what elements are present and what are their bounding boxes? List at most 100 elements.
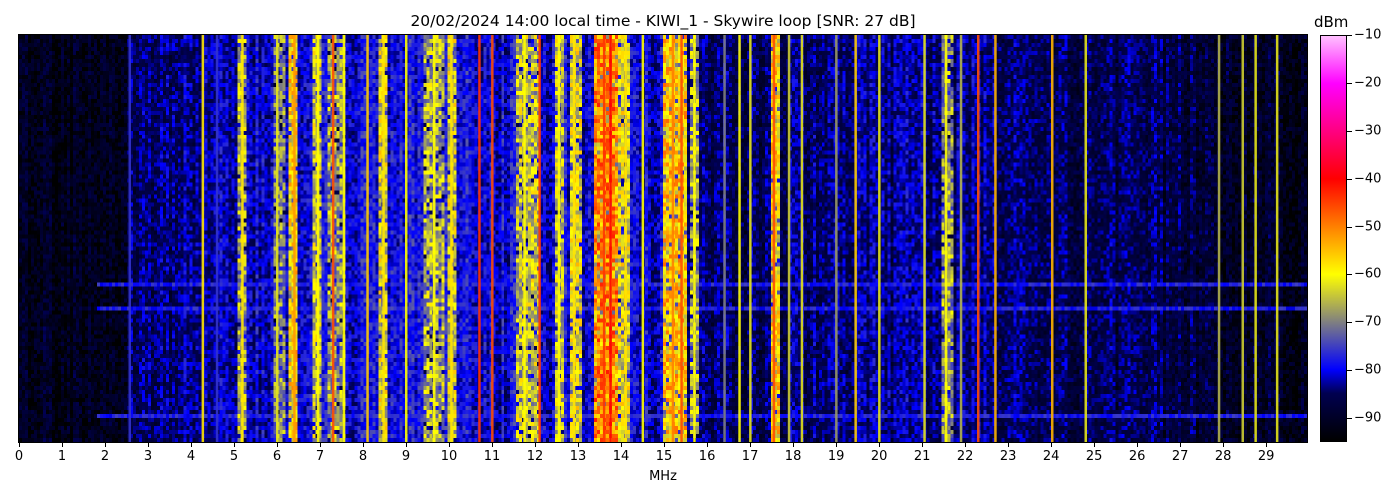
x-tick (1051, 442, 1053, 447)
x-tick (1008, 442, 1010, 447)
x-tick (836, 442, 838, 447)
carrier-line (854, 35, 857, 442)
x-tick (707, 442, 709, 447)
x-tick (492, 442, 494, 447)
colorbar-tick (1347, 82, 1352, 84)
x-tick-label: 12 (526, 449, 544, 464)
colorbar-tick-label: −50 (1354, 219, 1382, 235)
x-tick (1137, 442, 1139, 447)
colorbar-tick (1347, 226, 1352, 228)
carrier-line (293, 35, 296, 442)
colorbar-tick (1347, 370, 1352, 372)
x-tick-label: 21 (913, 449, 931, 464)
carrier-line (538, 35, 541, 442)
colorbar-tick (1347, 35, 1352, 36)
carrier-line (405, 35, 408, 442)
carrier-line (723, 35, 726, 442)
x-tick (664, 442, 666, 447)
carrier-line (787, 35, 791, 442)
x-tick (879, 442, 881, 447)
x-tick-label: 28 (1214, 449, 1232, 464)
x-tick (750, 442, 752, 447)
colorbar-tick (1347, 274, 1352, 276)
x-tick-label: 10 (440, 449, 458, 464)
x-tick-label: 4 (186, 449, 196, 464)
colorbar-tick (1347, 130, 1352, 132)
carrier-line (201, 35, 205, 442)
carrier-line (276, 35, 279, 442)
carrier-line (241, 35, 244, 442)
carrier-line (1275, 35, 1279, 442)
carrier-line (1217, 35, 1221, 442)
carrier-line (331, 35, 335, 442)
carrier-layer (128, 35, 1279, 442)
carrier-line (749, 35, 752, 442)
x-tick-label: 16 (698, 449, 716, 464)
x-tick-label: 6 (272, 449, 282, 464)
carrier-line (342, 35, 346, 442)
x-tick (191, 442, 193, 447)
x-tick (105, 442, 106, 447)
x-tick (1266, 442, 1268, 447)
carrier-line (478, 35, 481, 442)
x-tick-label: 25 (1085, 449, 1103, 464)
x-tick (793, 442, 795, 447)
x-tick-label: 3 (143, 449, 153, 464)
carrier-line (1254, 35, 1257, 442)
x-tick-label: 19 (827, 449, 845, 464)
x-tick (1094, 442, 1096, 447)
carrier-line (738, 35, 741, 442)
colorbar-tick (1347, 418, 1352, 420)
carrier-line (316, 35, 320, 442)
x-tick (148, 442, 149, 447)
x-tick (277, 442, 279, 447)
colorbar-tick-label: −90 (1354, 410, 1382, 426)
carrier-line (382, 35, 385, 442)
carrier-line (1051, 35, 1054, 442)
colorbar-tick-label: −70 (1354, 314, 1382, 330)
carrier-line (523, 35, 526, 442)
x-tick (449, 442, 451, 447)
carrier-line (624, 35, 627, 442)
x-tick-label: 15 (655, 449, 673, 464)
x-tick-label: 0 (14, 449, 24, 464)
chart-title: 20/02/2024 14:00 local time - KIWI_1 - S… (410, 12, 916, 30)
spectrogram-plot (19, 35, 1307, 442)
x-tick (320, 442, 322, 447)
x-tick-label: 22 (956, 449, 974, 464)
x-tick-label: 13 (569, 449, 587, 464)
carrier-line (557, 35, 561, 442)
x-tick (234, 442, 236, 447)
x-tick (621, 442, 623, 447)
x-tick (406, 442, 408, 447)
carrier-line (491, 35, 494, 442)
carrier-line (641, 35, 645, 442)
x-tick (535, 442, 537, 447)
carrier-line (671, 35, 675, 442)
x-tick-label: 7 (315, 449, 325, 464)
carrier-line (994, 35, 997, 442)
colorbar-tick (1347, 322, 1352, 324)
x-tick-label: 29 (1257, 449, 1275, 464)
x-tick-label: 8 (358, 449, 368, 464)
colorbar (1320, 35, 1347, 442)
x-tick-label: 18 (784, 449, 802, 464)
x-tick-label: 9 (401, 449, 411, 464)
carrier-line (366, 35, 369, 442)
x-tick (62, 442, 63, 447)
x-tick-label: 1 (57, 449, 67, 464)
x-tick-label: 26 (1128, 449, 1146, 464)
x-tick (965, 442, 967, 447)
carrier-line (128, 35, 131, 442)
carrier-line (959, 35, 963, 442)
colorbar-label: dBm (1314, 13, 1349, 31)
x-tick-label: 24 (1042, 449, 1060, 464)
colorbar-tick-label: −40 (1354, 171, 1382, 187)
carrier-line (450, 35, 453, 442)
carrier-line (878, 35, 881, 442)
x-tick-label: 14 (612, 449, 630, 464)
x-tick (578, 442, 580, 447)
colorbar-tick-label: −30 (1354, 123, 1382, 139)
carrier-line (1241, 35, 1244, 442)
carrier-line (977, 35, 980, 442)
